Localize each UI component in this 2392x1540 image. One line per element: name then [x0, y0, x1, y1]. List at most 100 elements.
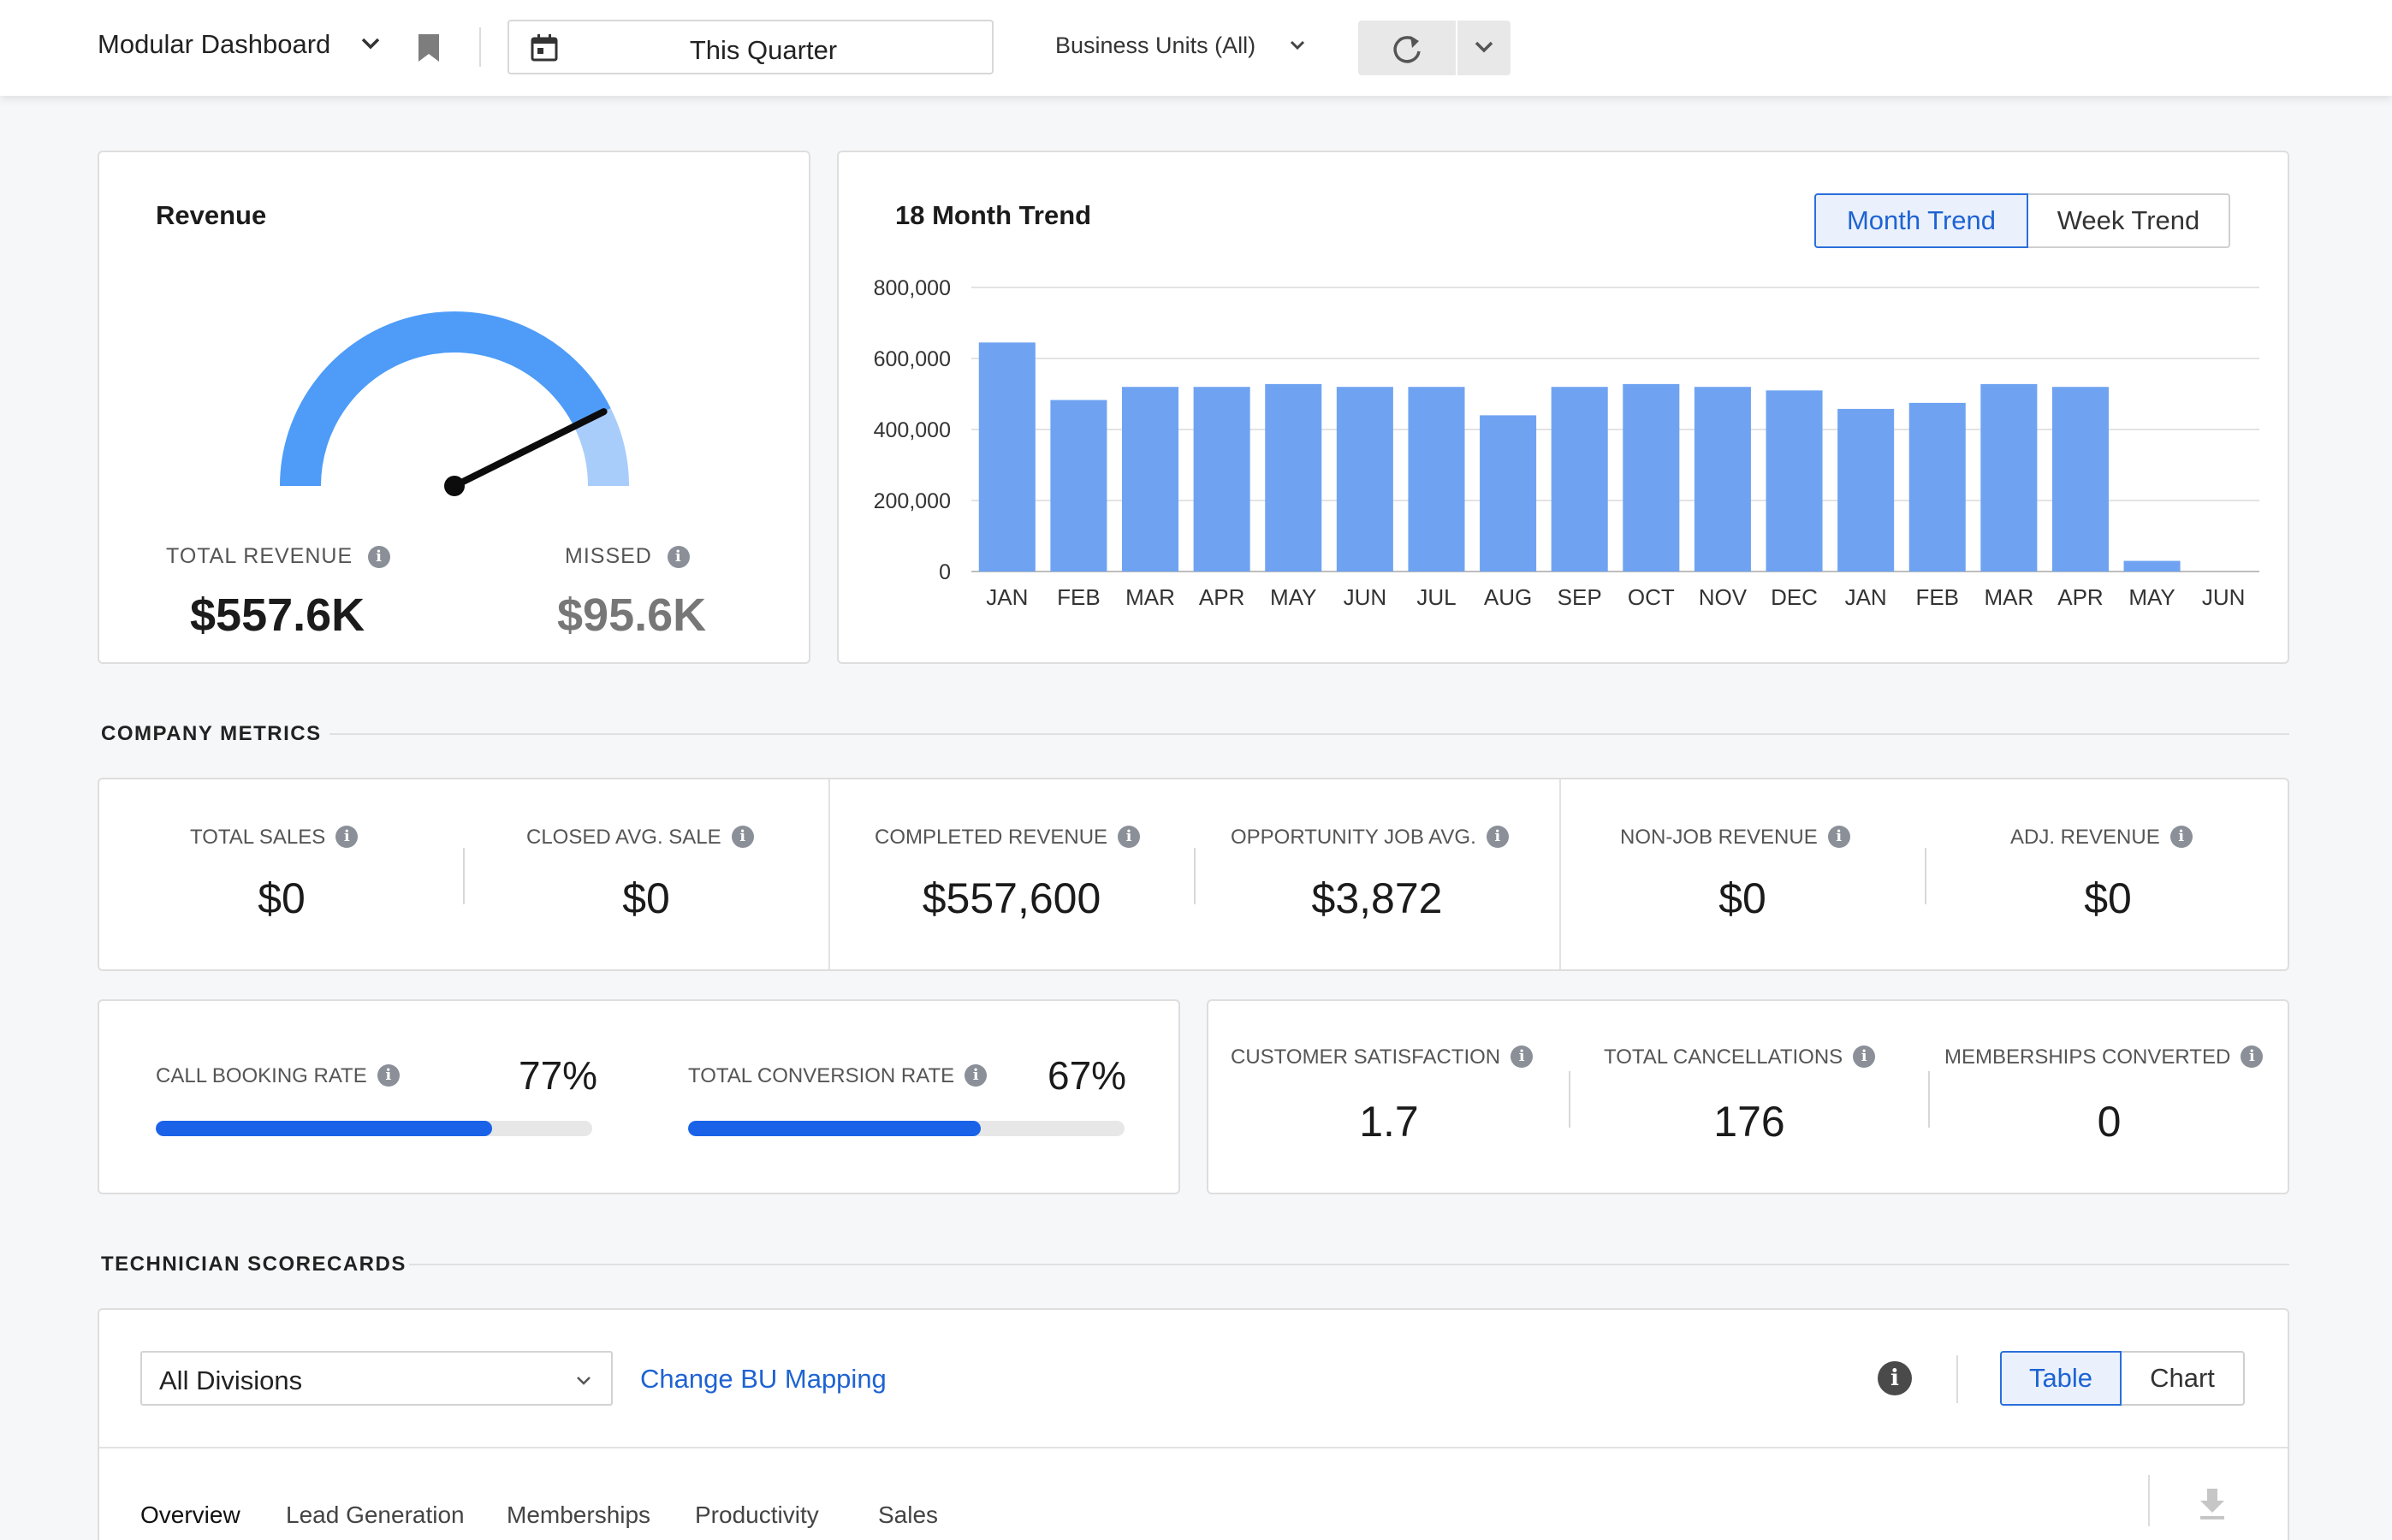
info-icon[interactable]: i	[335, 825, 359, 848]
divider	[828, 779, 830, 969]
chart-bar	[2051, 387, 2109, 572]
trend-bar-chart: 800,000 600,000 400,000 200,000 0 JAN FEB MAR AP…	[874, 276, 2259, 610]
total-conversion-progress-fill	[688, 1121, 981, 1136]
metric-value: $557,600	[922, 874, 1101, 922]
refresh-button[interactable]	[1358, 21, 1456, 75]
chart-bar	[1551, 387, 1608, 572]
chart-bar	[2123, 560, 2181, 572]
download-icon[interactable]	[2198, 1487, 2227, 1525]
revenue-title: Revenue	[156, 200, 267, 230]
date-range-value: This Quarter	[689, 35, 838, 65]
divider	[2148, 1475, 2150, 1526]
x-tick-label: SEP	[1558, 584, 1602, 610]
info-icon[interactable]: i	[1853, 1045, 1876, 1068]
date-range-picker[interactable]: This Quarter	[507, 20, 994, 74]
call-booking-progress-fill	[156, 1121, 492, 1136]
chevron-down-icon[interactable]	[1289, 39, 1306, 56]
y-tick-label: 600,000	[874, 347, 951, 371]
metric-value: 176	[1713, 1098, 1785, 1146]
tab-sales[interactable]: Sales	[878, 1502, 939, 1528]
call-booking-rate-label: CALL BOOKING RATE i	[156, 1063, 400, 1088]
x-tick-label: AUG	[1484, 584, 1532, 610]
calendar-icon	[530, 33, 559, 67]
chart-view-toggle[interactable]: Chart	[2120, 1351, 2245, 1406]
trend-title: 18 Month Trend	[895, 200, 1092, 230]
chart-bar	[1408, 387, 1465, 572]
metric-label: NON-JOB REVENUE i	[1620, 825, 1850, 850]
info-icon[interactable]: i	[368, 546, 391, 569]
info-icon[interactable]: i	[2169, 825, 2193, 848]
chart-bar	[1908, 402, 1966, 572]
x-tick-label: MAY	[1270, 584, 1316, 610]
month-trend-toggle[interactable]: Month Trend	[1814, 193, 2028, 248]
x-tick-label: DEC	[1771, 584, 1818, 610]
top-bar: Modular Dashboard This Quarter Business …	[0, 0, 2392, 96]
x-tick-label: JUN	[2202, 584, 2246, 610]
dashboard-title[interactable]: Modular Dashboard	[98, 29, 331, 59]
section-divider	[329, 733, 2289, 735]
metric-value: $0	[2084, 874, 2132, 922]
divider	[1925, 848, 1926, 904]
division-select[interactable]: All Divisions	[140, 1351, 613, 1406]
tab-productivity[interactable]: Productivity	[695, 1502, 819, 1528]
total-revenue-label: TOTAL REVENUE i	[166, 544, 391, 569]
tab-memberships[interactable]: Memberships	[507, 1502, 651, 1528]
metric-label: TOTAL SALES i	[190, 825, 359, 850]
company-metrics-heading: COMPANY METRICS	[101, 722, 322, 745]
week-trend-toggle[interactable]: Week Trend	[2027, 193, 2230, 248]
divider	[1569, 1071, 1570, 1128]
info-icon[interactable]: i	[2241, 1045, 2264, 1068]
tab-overview[interactable]: Overview	[140, 1502, 240, 1528]
gauge-hub	[444, 476, 465, 496]
division-select-value: All Divisions	[159, 1365, 303, 1395]
info-icon[interactable]: i	[1118, 825, 1141, 848]
refresh-icon	[1393, 36, 1421, 63]
chart-bar	[1193, 387, 1250, 572]
total-revenue-value: $557.6K	[190, 589, 365, 641]
card-divider	[99, 1447, 2288, 1448]
metric-value: 0	[2097, 1098, 2122, 1146]
metric-label: CLOSED AVG. SALE i	[526, 825, 754, 850]
bookmark-icon[interactable]	[416, 33, 442, 68]
chart-bar	[1837, 408, 1895, 572]
info-icon[interactable]: i	[731, 825, 754, 848]
chart-bar	[1122, 387, 1179, 572]
y-tick-label: 0	[939, 560, 951, 584]
business-units-select[interactable]: Business Units (All)	[1055, 33, 1256, 58]
refresh-options-button[interactable]	[1457, 21, 1511, 75]
metric-label: CUSTOMER SATISFACTION i	[1231, 1045, 1534, 1069]
metric-value: $0	[622, 874, 670, 922]
customer-metrics-card: CUSTOMER SATISFACTION i 1.7 TOTAL CANCELL…	[1207, 999, 2289, 1194]
gauge-remaining-arc	[573, 408, 629, 487]
chart-bar	[1480, 415, 1537, 572]
info-icon[interactable]: i	[1511, 1045, 1534, 1068]
chevron-down-icon[interactable]	[359, 33, 382, 59]
info-icon[interactable]: i	[377, 1063, 400, 1087]
info-icon[interactable]: i	[1486, 825, 1509, 848]
total-conversion-rate-label: TOTAL CONVERSION RATE i	[688, 1063, 988, 1088]
chart-bar	[1694, 387, 1751, 572]
info-icon[interactable]: i	[1827, 825, 1850, 848]
metric-value: $3,872	[1311, 874, 1443, 922]
company-metrics-card: TOTAL SALES i $0 CLOSED AVG. SALE i $0 COM…	[98, 778, 2289, 971]
change-bu-mapping-link[interactable]: Change BU Mapping	[640, 1364, 887, 1394]
gauge-progress-arc	[280, 311, 611, 487]
revenue-card: Revenue TOTAL REVENUE i $557.6K MISSED i…	[98, 151, 810, 664]
x-tick-label: MAR	[1125, 584, 1175, 610]
chart-bar	[1766, 390, 1823, 572]
technician-scorecards-heading: TECHNICIAN SCORECARDS	[101, 1253, 407, 1276]
table-view-toggle[interactable]: Table	[2000, 1351, 2122, 1406]
info-icon[interactable]: i	[1878, 1361, 1912, 1395]
chart-bar	[1623, 383, 1680, 572]
tab-lead-generation[interactable]: Lead Generation	[286, 1502, 465, 1528]
missed-value: $95.6K	[557, 589, 707, 641]
x-tick-label: APR	[2057, 584, 2103, 610]
x-tick-label: JAN	[986, 584, 1028, 610]
info-icon[interactable]: i	[965, 1063, 988, 1087]
section-divider	[409, 1264, 2289, 1265]
metric-label: COMPLETED REVENUE i	[875, 825, 1141, 850]
x-tick-label: NOV	[1699, 584, 1748, 610]
divider	[1194, 848, 1196, 904]
metric-label: MEMBERSHIPS CONVERTED i	[1944, 1045, 2264, 1069]
info-icon[interactable]: i	[667, 546, 690, 569]
